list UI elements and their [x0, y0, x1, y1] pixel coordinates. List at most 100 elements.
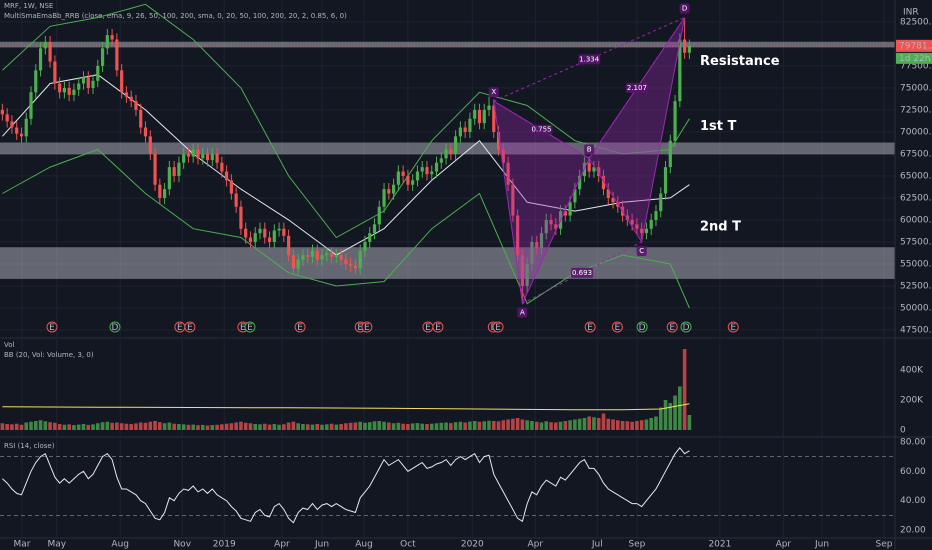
candle-body — [315, 250, 319, 260]
volume-bar — [253, 424, 258, 430]
candle-body — [463, 127, 467, 132]
candle-body — [430, 171, 434, 175]
candle-body — [43, 42, 47, 49]
candle-body — [663, 167, 668, 194]
candle-body — [520, 255, 525, 286]
volume-bar — [663, 400, 668, 430]
volume-bar — [243, 422, 248, 430]
volume-bar — [491, 421, 496, 430]
y-tick-label: 80.00 — [900, 437, 926, 447]
volume-bar — [33, 421, 38, 430]
pattern-point-label: C — [639, 247, 644, 255]
volume-bar — [611, 419, 615, 430]
candle-body — [124, 92, 129, 97]
volume-bar — [592, 417, 596, 430]
volume-bar — [282, 424, 286, 430]
volume-bar — [43, 421, 48, 430]
volume-bar — [534, 421, 539, 430]
x-tick-label: Jul — [591, 540, 603, 550]
candle-body — [372, 224, 377, 234]
candle-body — [687, 45, 691, 53]
volume-bar — [129, 424, 133, 430]
y-tick-label: 77500.00 — [900, 61, 932, 71]
candle-body — [530, 241, 534, 264]
volume-bar — [86, 424, 91, 430]
event-marker — [109, 321, 121, 333]
candle-body — [239, 206, 243, 229]
candle-body — [496, 131, 501, 150]
x-tick-label: 2020 — [461, 540, 484, 550]
candle-body — [172, 167, 176, 176]
volume-bar — [220, 424, 224, 430]
volume-bar — [406, 424, 410, 430]
y-tick-label: 50000.00 — [900, 303, 932, 313]
candle-body — [358, 250, 362, 269]
volume-bar — [468, 421, 472, 430]
y-tick-label: 72500.00 — [900, 105, 932, 115]
volume-bar — [511, 418, 515, 430]
volume-bar — [477, 421, 482, 430]
volume-bar — [14, 423, 19, 430]
candle-body — [487, 105, 491, 110]
event-label: E — [177, 323, 183, 333]
candle-body — [458, 127, 462, 137]
event-marker — [727, 321, 739, 333]
event-label: E — [357, 323, 363, 333]
volume-bar — [296, 423, 300, 430]
candle-body — [248, 237, 253, 242]
volume-bar — [239, 421, 243, 430]
candle-body — [396, 171, 400, 185]
volume-bar — [305, 424, 310, 430]
event-label: E — [247, 323, 253, 333]
volume-bar — [334, 424, 339, 430]
volume-bar — [72, 425, 76, 430]
volume-bar — [67, 424, 71, 430]
volume-bar — [96, 423, 100, 430]
event-label: E — [435, 323, 441, 333]
candle-body — [439, 158, 443, 163]
volume-bar — [501, 420, 506, 430]
volume-bar — [138, 422, 143, 430]
candle-body — [244, 228, 248, 238]
volume-bar — [587, 416, 591, 430]
y-tick-label: 52500.00 — [900, 281, 932, 291]
volume-bar — [344, 423, 348, 430]
candle-body — [86, 77, 90, 88]
candle-body — [53, 61, 57, 84]
candle-body — [649, 219, 653, 229]
event-marker — [244, 321, 256, 333]
candle-body — [158, 184, 162, 198]
x-tick-label: May — [47, 540, 66, 550]
volume-bar — [115, 422, 119, 430]
candle-body — [58, 83, 62, 93]
y-tick-label: 20.00 — [900, 526, 926, 536]
event-marker — [680, 321, 692, 333]
volume-bar — [320, 424, 324, 430]
volume-bar — [382, 421, 386, 430]
volume-bar — [506, 419, 510, 430]
volume-bar — [186, 424, 191, 430]
volume-bar — [210, 425, 215, 430]
volume-bar — [678, 386, 682, 430]
candle-body — [516, 215, 520, 256]
volume-bar — [635, 421, 639, 430]
ratio-box — [578, 54, 601, 65]
volume-bar — [0, 423, 5, 430]
candle-body — [19, 133, 24, 137]
event-label: E — [297, 323, 303, 333]
volume-bar — [472, 421, 477, 430]
volume-bar — [177, 424, 181, 430]
candle-body — [220, 162, 224, 172]
candle-body — [387, 189, 391, 194]
candle-body — [382, 189, 386, 207]
candle-body — [10, 121, 14, 128]
volume-bar — [10, 424, 14, 430]
volume-bar — [553, 422, 558, 430]
volume-bar — [520, 419, 525, 430]
candle-body — [635, 224, 639, 229]
candle-body — [339, 255, 343, 260]
volume-bar — [568, 420, 572, 430]
volume-bar — [91, 424, 95, 430]
event-marker — [636, 321, 648, 333]
